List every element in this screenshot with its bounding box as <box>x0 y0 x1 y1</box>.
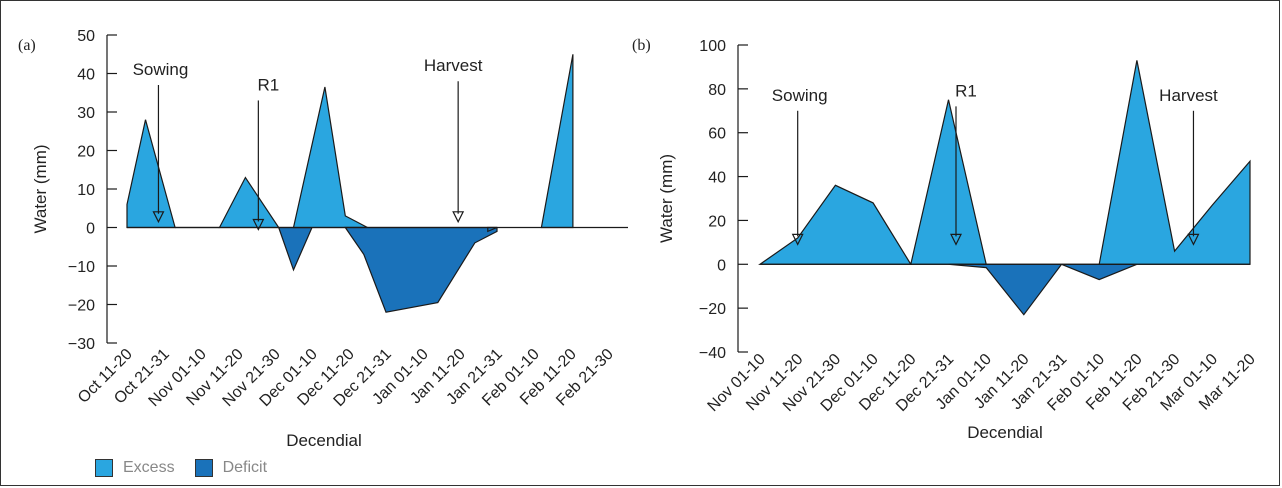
y-tick-label-1-1: 80 <box>708 82 726 99</box>
x-axis-title-1: Decendial <box>967 423 1043 442</box>
y-tick-label-0-4: 10 <box>77 182 95 199</box>
x-axis-title-0: Decendial <box>286 431 362 450</box>
excess-area-1-0 <box>758 184 912 265</box>
y-tick-label-1-7: −40 <box>699 345 726 362</box>
deficit-area-1-0 <box>948 263 1063 316</box>
y-tick-label-0-1: 40 <box>77 67 95 84</box>
excess-area-0-0 <box>126 119 176 229</box>
y-tick-label-0-3: 20 <box>77 144 95 161</box>
panel-label-1: (b) <box>632 37 651 54</box>
legend-label-deficit: Deficit <box>222 459 268 476</box>
legend-swatch-excess <box>95 459 113 477</box>
y-tick-label-0-7: −20 <box>68 298 95 315</box>
y-tick-label-1-2: 60 <box>708 126 726 143</box>
annotation-label-0-0: Sowing <box>133 60 189 79</box>
annotation-arrowhead-0-2 <box>452 211 465 224</box>
deficit-area-0-1 <box>344 226 498 313</box>
panel-label-0: (a) <box>18 37 36 54</box>
annotation-label-1-1: R1 <box>955 81 977 100</box>
y-tick-label-0-5: 0 <box>86 221 95 238</box>
y-tick-label-0-0: 50 <box>77 28 95 45</box>
legend-item-deficit: Deficit <box>194 459 268 477</box>
annotation-label-0-2: Harvest <box>424 56 483 75</box>
y-axis-title-0: Water (mm) <box>31 144 50 233</box>
y-tick-label-1-5: 0 <box>717 257 726 274</box>
annotation-arrowhead-0-1 <box>252 218 265 231</box>
annotation-label-1-0: Sowing <box>772 86 828 105</box>
legend-label-excess: Excess <box>123 459 175 476</box>
annotation-arrowhead-0-0 <box>152 211 165 224</box>
annotation-label-1-2: Harvest <box>1159 86 1218 105</box>
y-tick-label-0-2: 30 <box>77 105 95 122</box>
y-tick-label-1-0: 100 <box>699 38 726 55</box>
annotation-label-0-1: R1 <box>257 75 279 94</box>
deficit-area-0-0 <box>277 226 313 272</box>
legend-item-excess: Excess <box>95 459 175 477</box>
y-axis-title-1: Water (mm) <box>657 154 676 243</box>
deficit-area-1-1 <box>1061 263 1138 281</box>
y-tick-label-1-4: 20 <box>708 213 726 230</box>
annotation-arrowhead-1-2 <box>1187 233 1200 246</box>
y-tick-label-0-6: −10 <box>68 259 95 276</box>
y-tick-label-0-8: −30 <box>68 336 95 353</box>
excess-area-1-1 <box>910 99 987 265</box>
annotation-arrowhead-1-0 <box>791 233 804 246</box>
excess-area-0-3 <box>540 54 574 229</box>
y-tick-label-1-6: −20 <box>699 301 726 318</box>
legend: Excess Deficit <box>95 459 287 477</box>
excess-area-0-2 <box>292 86 368 229</box>
legend-swatch-deficit <box>194 459 213 477</box>
excess-area-0-1 <box>218 176 280 229</box>
y-tick-label-1-3: 40 <box>708 170 726 187</box>
annotation-arrowhead-1-1 <box>950 233 962 246</box>
